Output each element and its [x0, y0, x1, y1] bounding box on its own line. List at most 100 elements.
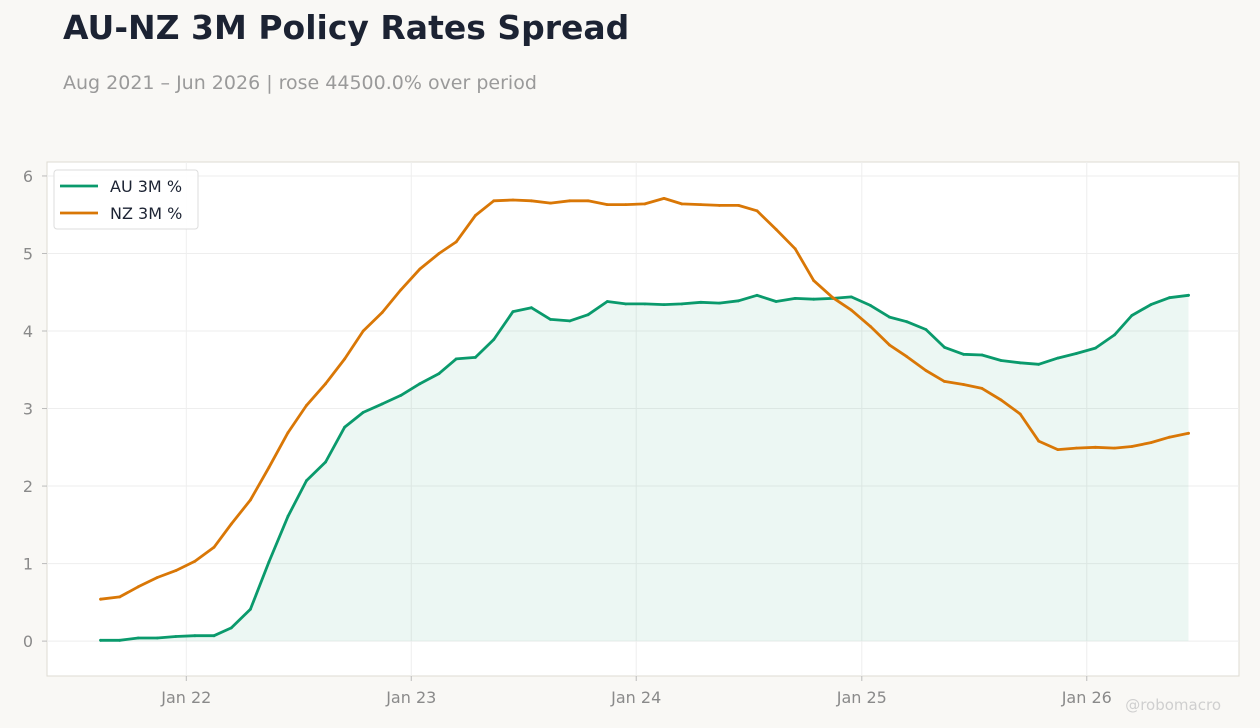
data-point	[305, 479, 308, 482]
data-point	[549, 201, 552, 205]
chart-title: AU-NZ 3M Policy Rates Spread	[63, 8, 630, 47]
data-point	[755, 209, 759, 213]
data-point	[624, 203, 628, 207]
data-point	[793, 297, 797, 300]
data-point	[361, 329, 365, 333]
data-point	[849, 308, 853, 312]
data-point	[380, 311, 384, 314]
data-point	[905, 355, 909, 358]
data-point	[474, 356, 477, 359]
data-point	[774, 228, 778, 231]
data-point	[680, 302, 684, 306]
data-point	[793, 247, 797, 251]
y-tick-label: 4	[23, 322, 33, 341]
series-lines	[99, 196, 1190, 642]
data-point	[718, 301, 721, 305]
data-point	[324, 460, 327, 464]
data-point	[699, 203, 703, 207]
data-point	[399, 394, 403, 397]
data-point	[418, 267, 422, 271]
plot-area	[46, 161, 1240, 677]
x-tick-label: Jan 24	[610, 688, 661, 707]
data-point	[718, 204, 721, 207]
data-point	[380, 402, 384, 406]
data-point	[943, 345, 946, 349]
data-point	[530, 306, 533, 310]
legend: AU 3M % NZ 3M %	[53, 169, 199, 230]
data-point	[1056, 356, 1060, 360]
data-point	[568, 319, 572, 323]
data-point	[737, 204, 740, 207]
data-point	[193, 559, 197, 563]
data-point	[924, 369, 928, 372]
data-point	[193, 634, 197, 638]
grid	[47, 162, 1239, 676]
data-point	[1130, 445, 1134, 448]
data-point	[229, 626, 233, 630]
data-point	[174, 569, 178, 572]
data-point	[831, 296, 835, 300]
data-point	[624, 302, 628, 306]
data-point	[1074, 446, 1078, 450]
data-point	[136, 636, 140, 640]
data-point	[324, 382, 327, 386]
data-point	[1074, 352, 1078, 355]
y-axis: 0 1 2 3 4 5 6	[23, 167, 47, 651]
data-point	[905, 320, 909, 324]
data-point	[1113, 333, 1116, 337]
data-point	[229, 522, 233, 526]
data-point	[1149, 441, 1153, 444]
data-point	[869, 325, 872, 328]
data-point	[155, 636, 159, 640]
data-point	[1187, 431, 1190, 435]
data-point	[118, 595, 122, 599]
data-point	[737, 299, 740, 303]
area-fill-series-0	[100, 295, 1189, 642]
data-point	[267, 560, 271, 564]
data-point	[155, 576, 159, 579]
data-point	[1113, 446, 1116, 450]
y-tick-label: 3	[23, 400, 33, 419]
data-point	[869, 304, 872, 307]
data-point	[1094, 346, 1097, 350]
data-point	[605, 300, 609, 303]
data-point	[212, 545, 216, 549]
data-point	[943, 380, 946, 383]
data-point	[980, 387, 984, 390]
x-tick-label: Jan 22	[160, 688, 211, 707]
data-point	[212, 634, 216, 638]
data-point	[1187, 293, 1190, 297]
data-point	[924, 328, 928, 331]
data-point	[849, 295, 853, 299]
data-point	[454, 240, 458, 244]
data-point	[474, 214, 477, 217]
data-point	[249, 607, 252, 611]
area-fills	[100, 295, 1189, 642]
data-point	[454, 357, 458, 361]
y-tick-label: 5	[23, 244, 33, 263]
data-point	[699, 300, 703, 304]
x-axis: Jan 22 Jan 23 Jan 24 Jan 25 Jan 26	[160, 676, 1112, 707]
legend-label: NZ 3M %	[110, 204, 182, 223]
data-point	[568, 199, 572, 203]
data-point	[888, 315, 891, 319]
data-point	[662, 303, 666, 306]
data-point	[549, 318, 552, 321]
legend-label: AU 3M %	[110, 177, 182, 196]
data-point	[286, 431, 290, 434]
data-point	[99, 597, 102, 601]
data-point	[530, 199, 533, 203]
data-point	[680, 202, 684, 206]
data-point	[962, 383, 965, 386]
y-tick-label: 1	[23, 555, 33, 574]
watermark: @robomacro	[1125, 696, 1221, 714]
data-point	[1018, 412, 1022, 416]
data-point	[999, 398, 1003, 402]
data-point	[643, 202, 647, 206]
data-point	[888, 343, 891, 347]
data-point	[437, 372, 441, 375]
data-point	[99, 638, 102, 642]
data-point	[492, 338, 496, 341]
data-point	[286, 514, 290, 518]
data-point	[305, 404, 308, 407]
